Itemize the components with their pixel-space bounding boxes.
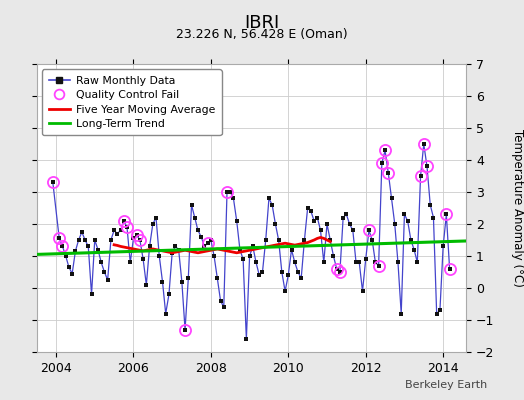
Text: Berkeley Earth: Berkeley Earth (405, 380, 487, 390)
Text: 23.226 N, 56.428 E (Oman): 23.226 N, 56.428 E (Oman) (176, 28, 348, 41)
Legend: Raw Monthly Data, Quality Control Fail, Five Year Moving Average, Long-Term Tren: Raw Monthly Data, Quality Control Fail, … (42, 70, 222, 136)
Y-axis label: Temperature Anomaly (°C): Temperature Anomaly (°C) (511, 129, 524, 287)
Text: IBRI: IBRI (244, 14, 280, 32)
